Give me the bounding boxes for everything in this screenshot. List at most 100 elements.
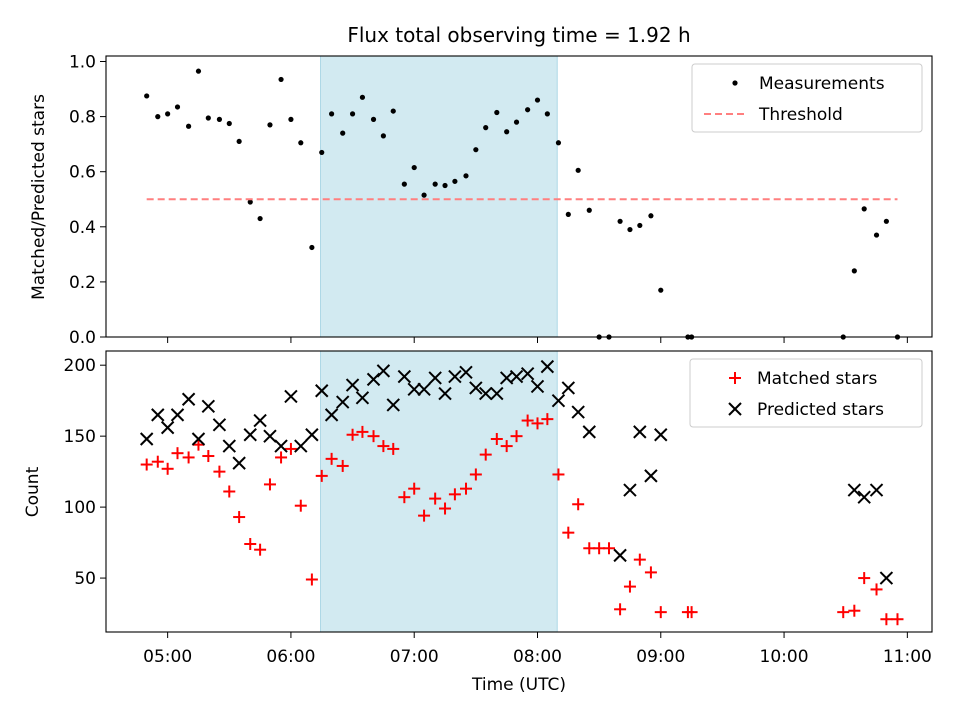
point-predicted-stars (315, 384, 329, 398)
legend-matched-marker (729, 372, 741, 384)
point-matched-stars (469, 468, 482, 481)
point-matched-stars (305, 573, 318, 586)
point-measurements (216, 116, 223, 122)
point-predicted-stars (284, 389, 298, 404)
point-matched-stars (572, 498, 585, 511)
point-matched-stars (275, 451, 288, 464)
point-measurements (174, 104, 181, 110)
point-matched-stars (858, 572, 871, 585)
point-measurements (565, 211, 571, 218)
point-predicted-stars (623, 483, 637, 497)
point-predicted-stars (633, 425, 647, 439)
point-predicted-stars (355, 391, 370, 405)
ylabel-count: Count (23, 466, 43, 517)
xtick-label: 05:00 (143, 647, 192, 667)
point-measurements (319, 149, 325, 156)
ytick-label: 200 (64, 356, 96, 376)
point-predicted-stars (294, 439, 308, 453)
point-measurements (309, 244, 315, 251)
point-measurements (401, 181, 407, 187)
point-predicted-stars (869, 483, 884, 497)
point-measurements (494, 109, 500, 116)
legend-matched-label: Matched stars (757, 369, 877, 389)
point-matched-stars (254, 543, 267, 556)
point-matched-stars (182, 451, 195, 464)
xtick-label: 11:00 (883, 647, 932, 667)
point-matched-stars (448, 488, 461, 501)
point-matched-stars (325, 452, 338, 465)
xtick-label: 08:00 (513, 647, 562, 667)
panel-counts-frame (105, 350, 933, 633)
point-matched-stars (510, 430, 523, 443)
point-predicted-stars (170, 408, 185, 422)
point-measurements (442, 182, 448, 189)
point-matched-stars (562, 526, 575, 539)
ylabel-ratio: Matched/Predicted stars (29, 94, 49, 300)
legend-ratio: Measurements Threshold (691, 63, 923, 133)
panel-ratio-frame (105, 55, 933, 338)
point-matched-stars (377, 440, 390, 453)
point-matched-stars (192, 438, 205, 451)
point-measurements (278, 76, 284, 83)
point-matched-stars (848, 604, 861, 617)
observing-span-top (320, 55, 558, 338)
point-measurements (257, 215, 263, 222)
point-measurements (155, 114, 161, 120)
point-predicted-stars (644, 469, 658, 483)
xtick-label: 06:00 (266, 647, 315, 667)
point-predicted-stars (376, 364, 391, 378)
point-matched-stars (633, 553, 646, 566)
point-matched-stars (387, 442, 400, 455)
point-predicted-stars (469, 381, 483, 395)
point-predicted-stars (386, 398, 400, 412)
point-matched-stars (244, 538, 257, 551)
point-predicted-stars (232, 456, 246, 470)
point-predicted-stars (879, 571, 894, 585)
point-matched-stars (685, 606, 698, 619)
point-matched-stars (531, 417, 544, 430)
point-matched-stars (479, 448, 492, 461)
point-measurements (236, 138, 242, 145)
point-predicted-stars (243, 428, 257, 442)
point-measurements (195, 68, 202, 74)
point-matched-stars (336, 459, 349, 472)
point-measurements (627, 226, 633, 233)
point-measurements (370, 116, 377, 122)
point-predicted-stars (857, 490, 871, 504)
point-predicted-stars (582, 425, 596, 439)
ytick-label: 150 (64, 427, 96, 447)
ytick-label: 100 (64, 498, 96, 518)
point-measurements (883, 218, 889, 224)
point-matched-stars (614, 603, 627, 616)
point-predicted-stars (847, 483, 862, 497)
point-measurements (483, 125, 489, 131)
point-predicted-stars (139, 432, 154, 446)
point-matched-stars (151, 455, 164, 468)
point-matched-stars (490, 432, 503, 445)
legend-counts: Matched stars Predicted stars (689, 358, 923, 428)
point-matched-stars (161, 462, 174, 475)
point-matched-stars (644, 566, 657, 579)
point-matched-stars (408, 482, 421, 495)
chart-title: Flux total observing time = 1.92 h (347, 23, 690, 47)
point-matched-stars (623, 580, 636, 593)
point-predicted-stars (324, 408, 339, 422)
point-matched-stars (459, 482, 472, 495)
point-measurements (267, 122, 273, 128)
ytick-label: 0.2 (69, 273, 96, 293)
point-predicted-stars (191, 432, 206, 446)
point-matched-stars (315, 469, 328, 482)
point-measurements (452, 178, 458, 184)
point-matched-stars (223, 485, 236, 498)
point-matched-stars (521, 414, 534, 427)
point-predicted-stars (509, 369, 524, 384)
ytick-label: 0.0 (69, 328, 96, 348)
legend-counts-box (689, 358, 923, 428)
point-matched-stars (429, 492, 442, 505)
point-predicted-stars (459, 365, 473, 379)
point-matched-stars (171, 447, 184, 460)
point-measurements (380, 133, 386, 139)
point-measurements (851, 268, 857, 274)
point-predicted-stars (561, 381, 576, 395)
